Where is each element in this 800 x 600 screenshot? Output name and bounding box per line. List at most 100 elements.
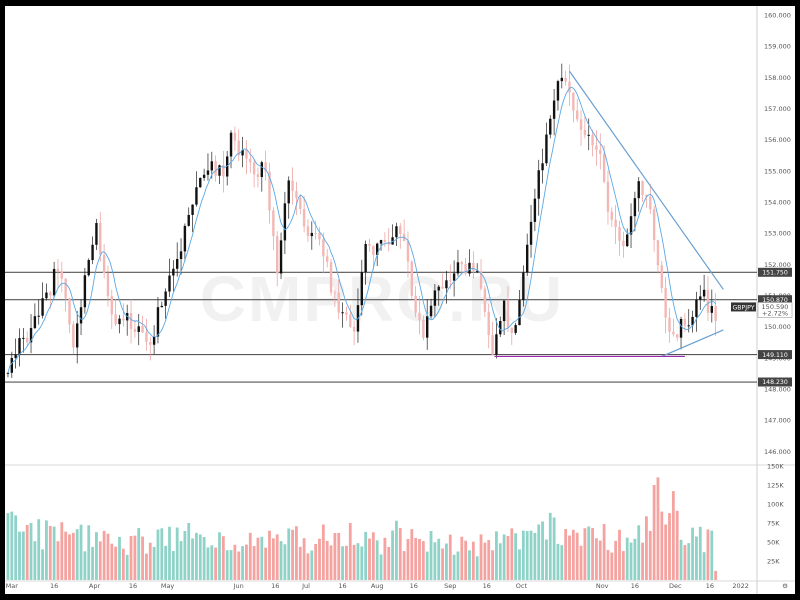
candle-body [272, 210, 275, 237]
volume-bar [168, 526, 171, 580]
volume-bar [645, 516, 648, 580]
candle-body [425, 316, 429, 338]
volume-bar [464, 540, 468, 580]
x-tick-label: Oct [516, 582, 528, 590]
volume-bar [683, 545, 687, 580]
volume-bar [637, 525, 641, 580]
candle-body [672, 331, 675, 335]
volume-bar [302, 538, 306, 580]
candle-body [349, 314, 352, 327]
candle-body [460, 262, 464, 265]
volume-bar [91, 546, 94, 580]
volume-bar [502, 534, 506, 580]
candle-body [606, 181, 610, 212]
volume-bar [156, 529, 160, 580]
volume-bar [279, 541, 283, 580]
volume-bar [625, 537, 629, 580]
volume-bar [529, 530, 533, 580]
volume-bar [191, 538, 194, 580]
candle-body [237, 140, 240, 156]
x-tick-label: Dec [669, 582, 682, 590]
volume-bar [675, 510, 679, 580]
volume-bar [148, 542, 152, 580]
volume-bar [571, 529, 575, 580]
volume-bar [214, 547, 218, 580]
volume-bar [564, 529, 568, 580]
volume-bar [579, 545, 583, 580]
candle-body [683, 318, 687, 326]
candle-body [368, 243, 371, 246]
candle-body [156, 307, 160, 337]
candle-body [441, 286, 444, 289]
candle-body [256, 174, 260, 178]
volume-bar [510, 528, 514, 580]
volume-bar [614, 540, 618, 580]
candle-body [225, 156, 229, 177]
volume-bar [291, 529, 294, 580]
x-tick-label: 16 [338, 582, 346, 590]
candle-body [6, 372, 10, 374]
volume-bar [268, 530, 271, 580]
volume-bar [452, 554, 456, 580]
volume-bar [391, 530, 394, 580]
volume-bar [256, 537, 260, 580]
candle-body [418, 312, 421, 320]
volume-bar [487, 540, 491, 580]
candle-body [202, 174, 206, 178]
candle-body [579, 119, 583, 130]
change-pct-label: +2.72% [762, 309, 788, 317]
candle-body [268, 171, 271, 211]
candle-body [260, 162, 264, 178]
volume-bar [52, 526, 56, 580]
candle-body [52, 268, 56, 296]
volume-bar [606, 549, 610, 580]
gear-icon: ⚙ [782, 582, 788, 590]
volume-bar [33, 541, 37, 580]
candle-body [395, 226, 398, 238]
volume-bar [275, 534, 279, 580]
volume-bar [656, 477, 660, 580]
level-label: 149.110 [762, 352, 788, 359]
volume-bar [179, 541, 183, 580]
volume-bar [145, 553, 148, 580]
candle-body [329, 261, 333, 293]
volume-bar [287, 528, 291, 580]
candle-body [545, 134, 548, 164]
candle-body [175, 258, 179, 269]
x-tick-label: 16 [271, 582, 279, 590]
candle-body [337, 292, 340, 313]
candle-body [633, 198, 637, 217]
volume-bar [591, 528, 594, 580]
volume-bar [75, 529, 79, 580]
volume-bar [398, 528, 402, 580]
volume-bar [306, 553, 310, 580]
candle-body [79, 307, 83, 324]
candle-body [533, 198, 537, 222]
candle-body [691, 316, 694, 326]
candle-body [618, 227, 621, 241]
symbol-label: GBPJPY [733, 304, 755, 311]
y-tick-label: 146.000 [764, 448, 791, 456]
volume-bar [552, 517, 556, 580]
volume-bar [610, 552, 614, 580]
volume-bar [621, 551, 625, 580]
candle-body [45, 292, 48, 299]
candle-body [195, 187, 198, 205]
candle-body [275, 236, 279, 274]
chart[interactable]: CMPRO.RU 160.000 159.000 158.000 157.000 156.… [5, 6, 795, 594]
candle-body [352, 326, 356, 332]
candle-body [14, 354, 17, 358]
volume-tick-label: 100K [767, 500, 784, 508]
volume-tick-label: 75K [767, 519, 780, 527]
candle-body [372, 245, 375, 255]
candle-body [345, 312, 348, 315]
candle-body [383, 240, 387, 242]
candle-body [229, 132, 233, 157]
volume-bar [164, 545, 168, 580]
level-label-bg [758, 295, 792, 305]
candle-body [622, 240, 625, 247]
candle-body [233, 132, 237, 141]
volume-bar [706, 529, 710, 580]
volume-bar [98, 541, 102, 580]
watermark: CMPRO.RU [200, 263, 564, 335]
